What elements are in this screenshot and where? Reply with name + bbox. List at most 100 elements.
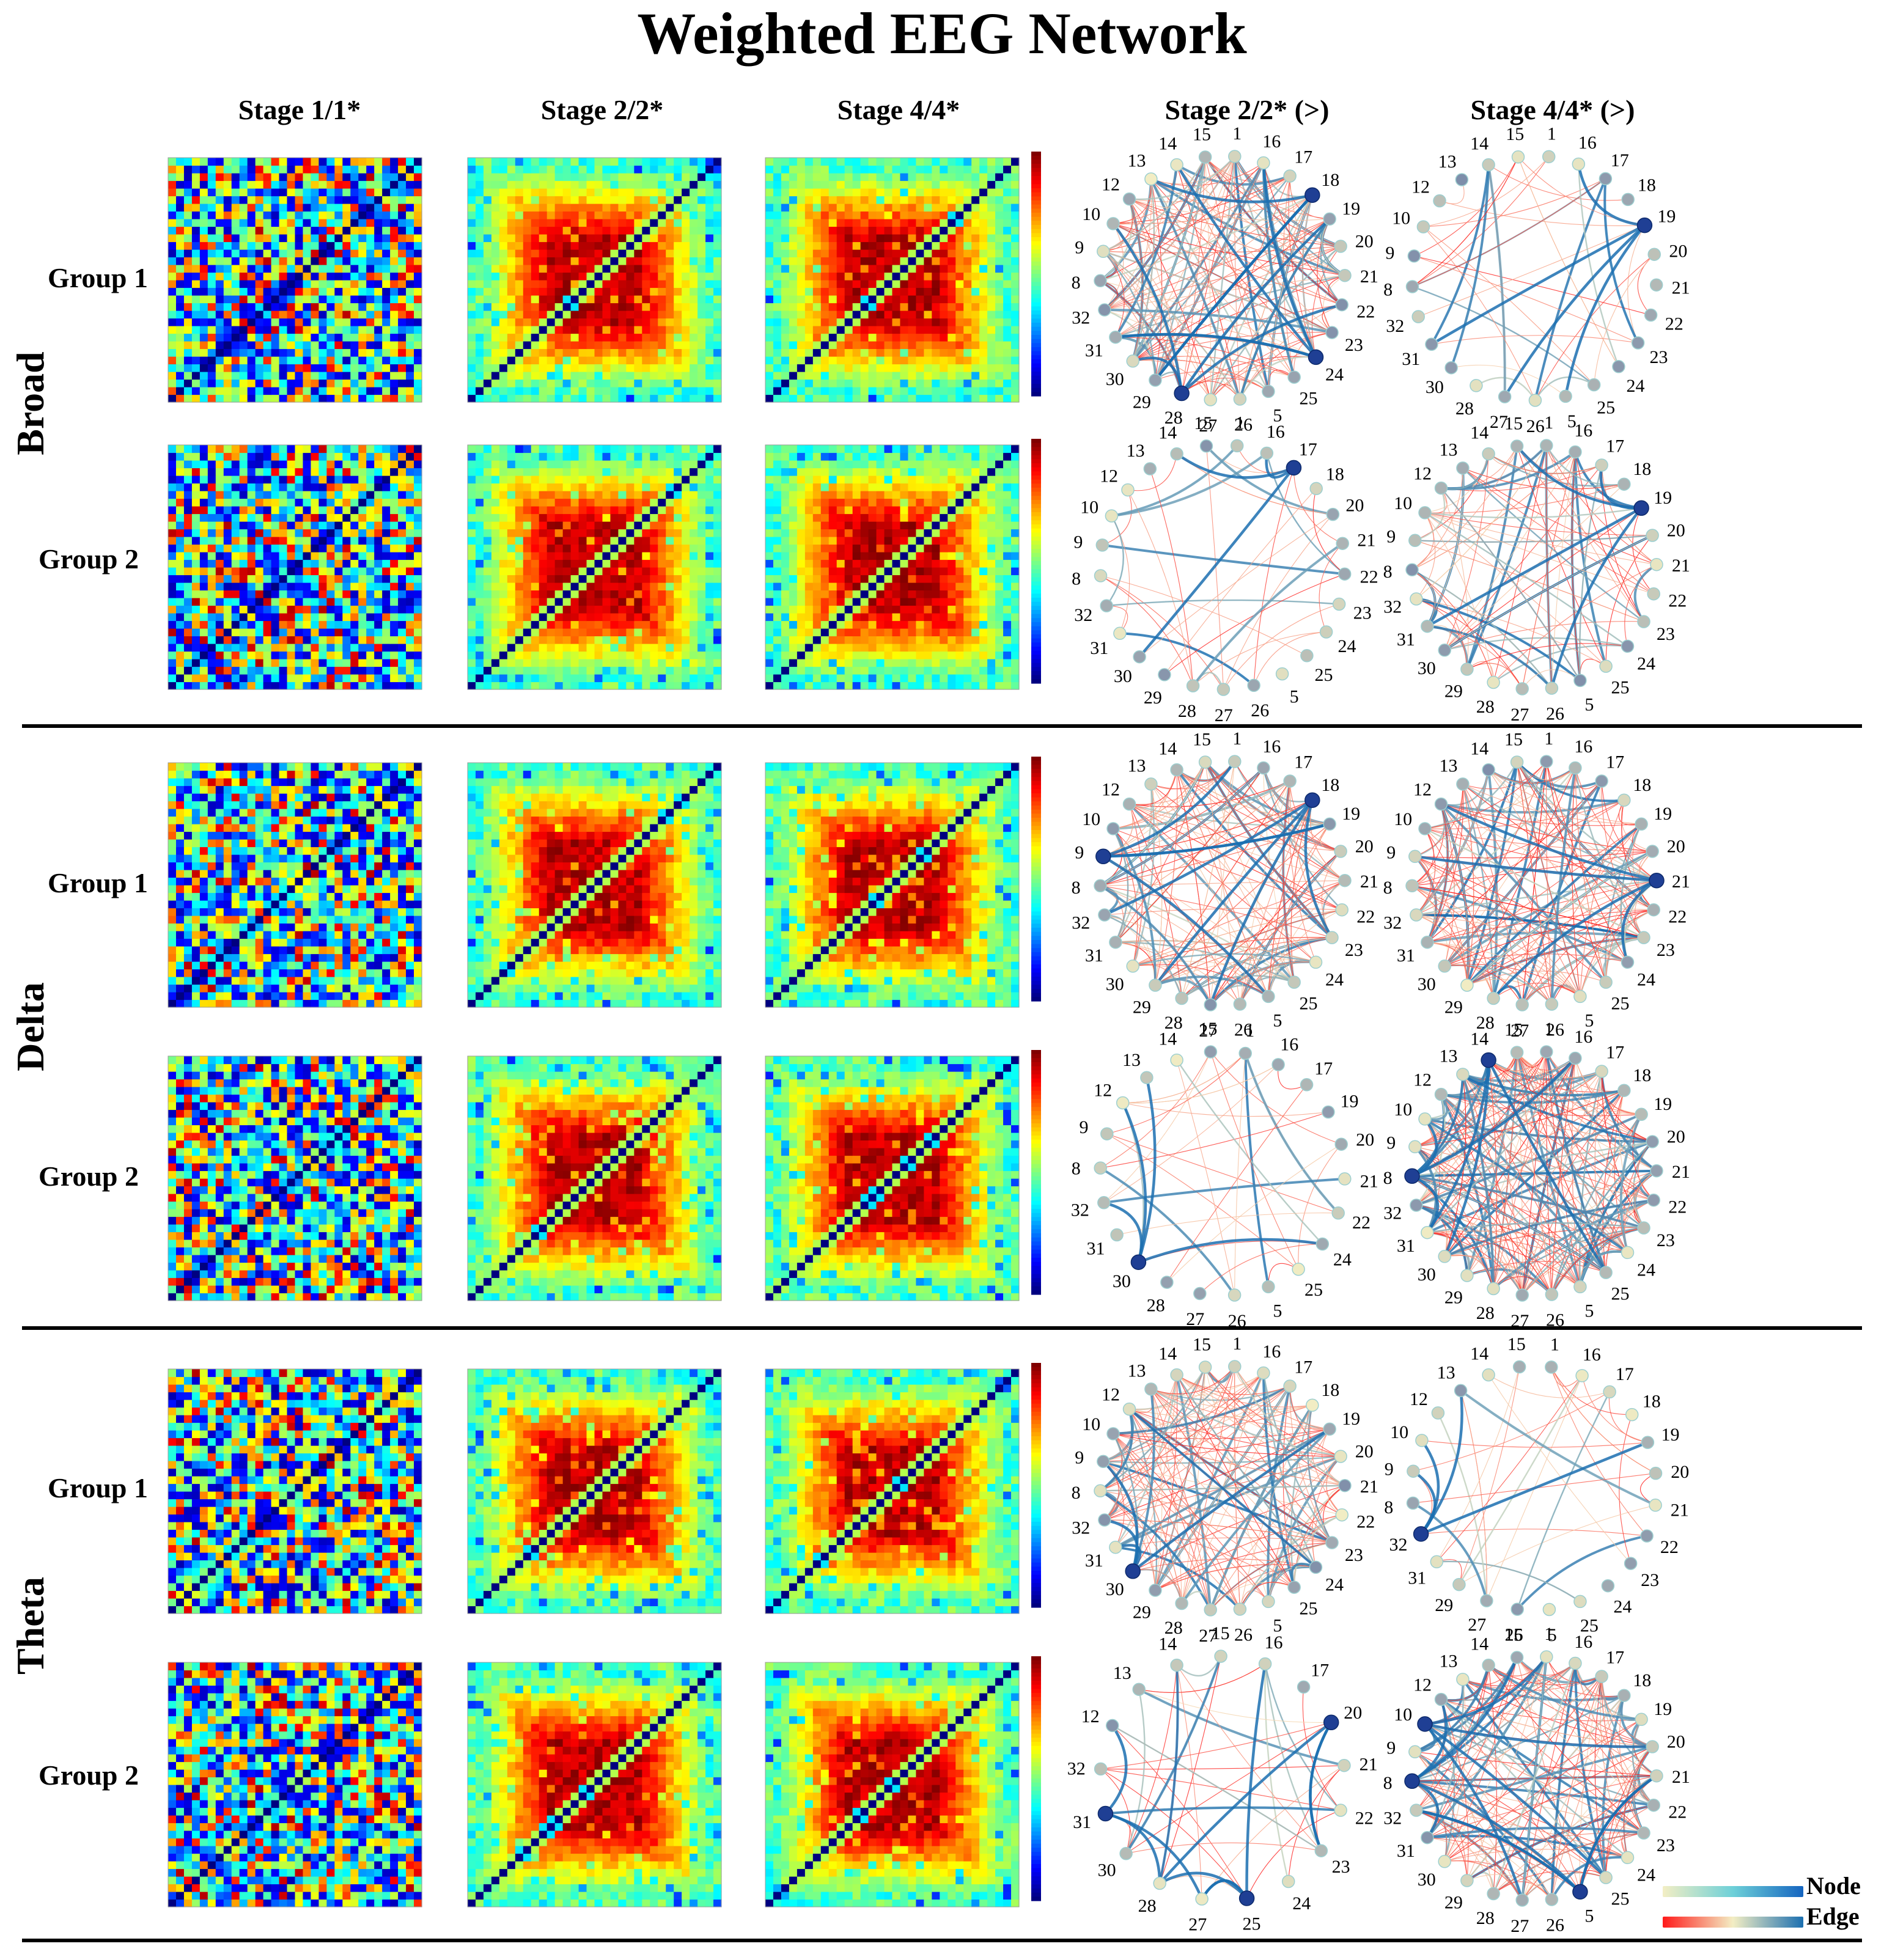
heatmap-cell <box>374 552 383 560</box>
heatmap-cell <box>318 310 327 319</box>
heatmap-cell <box>916 211 924 219</box>
heatmap-cell <box>342 196 351 204</box>
heatmap-cell <box>374 287 383 296</box>
heatmap-cell <box>666 348 674 357</box>
heatmap-cell <box>666 226 674 235</box>
heatmap-cell <box>812 211 822 219</box>
heatmap-cell <box>483 681 492 690</box>
heatmap-cell <box>650 529 658 537</box>
heatmap-cell <box>578 318 587 326</box>
heatmap-cell <box>215 529 224 537</box>
heatmap-cell <box>199 333 208 342</box>
heatmap-cell <box>374 257 383 265</box>
heatmap-cell <box>215 158 224 166</box>
heatmap-cell <box>523 559 532 568</box>
heatmap-cell <box>610 310 619 319</box>
heatmap-cell <box>263 475 272 484</box>
heatmap-cell <box>263 598 272 606</box>
heatmap-cell <box>350 287 359 296</box>
heatmap-cell <box>666 364 674 372</box>
heatmap-cell <box>199 310 208 319</box>
heatmap-cell <box>618 165 627 174</box>
heatmap-cell <box>539 211 548 219</box>
heatmap-cell <box>468 234 476 243</box>
heatmap-cell <box>318 219 327 227</box>
heatmap-cell <box>916 341 924 350</box>
heatmap-cell <box>247 598 256 606</box>
heatmap-cell <box>263 265 272 273</box>
heatmap-cell <box>797 173 806 182</box>
heatmap-cell <box>1011 158 1020 166</box>
heatmap-cell <box>773 280 782 288</box>
heatmap-cell <box>263 158 272 166</box>
heatmap-cell <box>183 529 193 537</box>
heatmap-cell <box>554 651 564 659</box>
heatmap-cell <box>539 280 548 288</box>
heatmap-cell <box>868 295 877 304</box>
heatmap-cell <box>287 651 296 659</box>
heatmap-cell <box>398 234 407 243</box>
heatmap-cell <box>215 445 224 453</box>
heatmap-cell <box>382 249 391 258</box>
heatmap-cell <box>374 636 383 644</box>
heatmap-cell <box>797 204 806 212</box>
heatmap-cell <box>884 295 893 304</box>
heatmap-cell <box>183 272 193 281</box>
heatmap-cell <box>932 241 940 250</box>
heatmap-cell <box>562 265 572 273</box>
heatmap-cell <box>515 537 524 545</box>
heatmap-cell <box>318 295 327 304</box>
heatmap-cell <box>562 559 572 568</box>
heatmap-cell <box>773 188 782 197</box>
heatmap-cell <box>207 204 216 212</box>
heatmap-cell <box>797 379 806 387</box>
heatmap-cell <box>626 226 635 235</box>
heatmap-cell <box>634 226 642 235</box>
heatmap-cell <box>358 196 367 204</box>
heatmap-cell <box>491 681 500 690</box>
heatmap-cell <box>334 644 343 652</box>
heatmap-cell <box>263 241 272 250</box>
heatmap-cell <box>231 674 240 683</box>
heatmap-cell <box>199 394 208 403</box>
heatmap-cell <box>618 310 627 319</box>
heatmap-cell <box>642 226 650 235</box>
heatmap-cell <box>916 333 924 342</box>
heatmap-cell <box>908 280 917 288</box>
heatmap-cell <box>255 219 264 227</box>
heatmap-cell <box>626 666 635 675</box>
heatmap-cell <box>642 644 650 652</box>
heatmap-cell <box>570 552 580 560</box>
heatmap-cell <box>414 605 422 614</box>
heatmap-cell <box>578 348 587 357</box>
heatmap-cell <box>483 666 492 675</box>
heatmap-cell <box>255 498 264 507</box>
heatmap-cell <box>697 341 706 350</box>
heatmap-cell <box>610 348 619 357</box>
heatmap-cell <box>311 544 320 552</box>
heatmap-cell <box>223 249 232 258</box>
heatmap-cell <box>682 196 690 204</box>
heatmap-cell <box>390 475 399 484</box>
heatmap-cell <box>666 651 674 659</box>
heatmap-cell <box>168 559 177 568</box>
heatmap-cell <box>642 372 650 380</box>
heatmap-cell <box>318 257 327 265</box>
heatmap-cell <box>515 310 524 319</box>
colorbar-segment <box>1031 302 1041 307</box>
heatmap-cell <box>390 598 399 606</box>
heatmap-cell <box>546 574 556 583</box>
heatmap-cell <box>483 498 492 507</box>
heatmap-cell <box>539 674 548 683</box>
heatmap-cell <box>713 552 722 560</box>
heatmap-cell <box>781 226 790 235</box>
heatmap-cell <box>562 628 572 637</box>
heatmap-cell <box>231 598 240 606</box>
heatmap-cell <box>610 356 619 365</box>
heatmap-cell <box>650 537 658 545</box>
heatmap-cell <box>414 341 422 350</box>
heatmap-cell <box>594 552 603 560</box>
colorbar-segment <box>1031 270 1041 274</box>
heatmap-cell <box>366 605 375 614</box>
heatmap-cell <box>531 234 540 243</box>
